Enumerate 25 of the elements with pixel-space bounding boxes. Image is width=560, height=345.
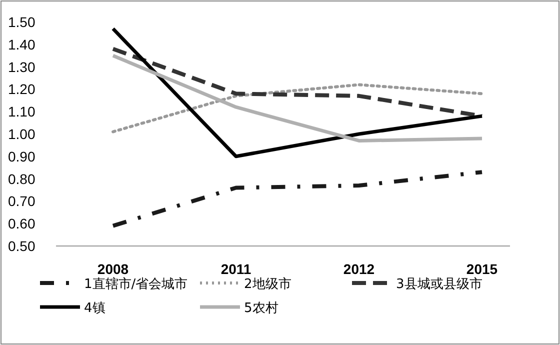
legend-label: 1直辖市/省会城市 (84, 277, 188, 292)
x-tick-label: 2008 (97, 261, 129, 277)
legend-label: 3县城或县级市 (396, 277, 482, 292)
y-tick-label: 0.70 (8, 193, 36, 210)
line-series (111, 46, 484, 118)
y-tick-label: 1.00 (8, 126, 36, 142)
x-tick-label: 2011 (220, 261, 252, 277)
y-tick-label: 0.60 (8, 216, 36, 232)
line-series (112, 83, 484, 134)
legend-label: 2地级市 (244, 277, 292, 292)
y-tick-label: 1.20 (8, 81, 36, 98)
x-tick-label: 2012 (343, 261, 375, 277)
line-series (111, 170, 484, 228)
y-tick-label: 0.80 (8, 170, 36, 187)
line-series (111, 26, 484, 158)
y-tick-label: 0.50 (8, 238, 36, 254)
legend-label: 4镇 (84, 301, 106, 316)
x-tick-label: 2015 (466, 261, 498, 277)
y-tick-label: 0.90 (8, 148, 36, 164)
y-tick-label: 1.30 (8, 58, 36, 75)
y-tick-label: 1.50 (8, 14, 36, 30)
line-series (111, 54, 484, 142)
y-tick-label: 1.10 (8, 104, 36, 120)
y-tick-label: 1.40 (8, 36, 36, 52)
legend-label: 5农村 (244, 301, 278, 316)
